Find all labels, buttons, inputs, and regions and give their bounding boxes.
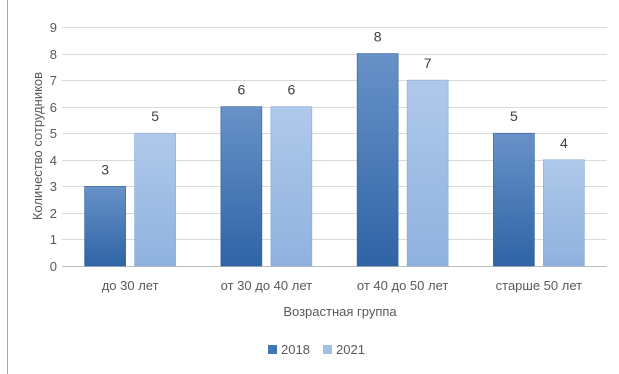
data-label: 6 xyxy=(287,82,295,98)
legend-swatch-2018 xyxy=(268,345,277,354)
x-tick-label: до 30 лет xyxy=(102,278,159,293)
x-tick-label: старше 50 лет xyxy=(496,278,582,293)
y-tick-label: 6 xyxy=(50,100,57,115)
legend-swatch-2021 xyxy=(323,345,332,354)
bar-2018-2 xyxy=(356,53,399,267)
y-tick-label: 3 xyxy=(50,179,57,194)
y-tick-label: 2 xyxy=(50,206,57,221)
y-tick-label: 9 xyxy=(50,20,57,35)
x-tick-labels: до 30 лет от 30 до 40 лет от 40 до 50 лет с… xyxy=(102,278,582,293)
y-tick-labels: 0 1 2 3 4 5 6 7 8 9 xyxy=(50,20,57,274)
y-tick-label: 7 xyxy=(50,73,57,88)
x-tick-label: от 40 до 50 лет xyxy=(357,278,448,293)
bar-2021-3 xyxy=(543,159,585,267)
data-label: 8 xyxy=(374,29,382,45)
legend-label: 2018 xyxy=(281,342,310,357)
data-label: 3 xyxy=(101,161,109,177)
data-label: 4 xyxy=(560,135,568,151)
data-label: 6 xyxy=(237,82,245,98)
bar-2018-3 xyxy=(493,132,535,267)
bar-2021-1 xyxy=(270,106,313,267)
x-tick-label: от 30 до 40 лет xyxy=(221,278,312,293)
data-label: 5 xyxy=(510,108,518,124)
y-tick-label: 0 xyxy=(50,259,57,274)
y-tick-label: 4 xyxy=(50,153,57,168)
y-tick-label: 1 xyxy=(50,232,57,247)
data-label: 7 xyxy=(424,55,432,71)
bar-2018-0 xyxy=(84,186,126,267)
data-label: 5 xyxy=(151,108,159,124)
y-tick-label: 8 xyxy=(50,47,57,62)
legend-label: 2021 xyxy=(336,342,365,357)
y-tick-label: 5 xyxy=(50,126,57,141)
bar-2021-2 xyxy=(406,79,449,267)
bar-2018-1 xyxy=(220,106,263,267)
y-axis-title: Количество сотрудников xyxy=(30,72,45,220)
bar-2021-0 xyxy=(134,132,176,267)
legend: 2018 2021 xyxy=(268,342,365,357)
x-axis-title: Возрастная группа xyxy=(283,304,397,319)
bars xyxy=(84,53,585,267)
data-labels: 3 5 6 6 8 7 5 4 xyxy=(101,29,568,178)
